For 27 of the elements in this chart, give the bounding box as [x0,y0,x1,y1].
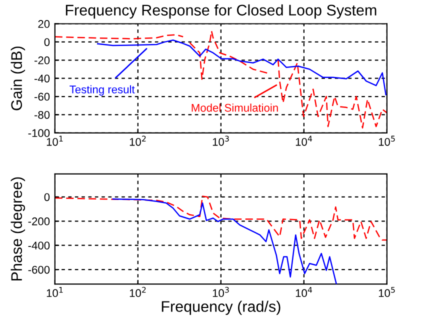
x-tick-label: 10$^{1}$ [46,136,63,146]
y-tick-label: 0 [44,193,50,202]
y-tick-label: -600 [28,266,50,274]
x-tick-label: 10$^{1}$ [46,287,63,298]
y-tick-label: -60 [34,92,50,101]
x-tick-label: 10$^{3}$ [212,286,229,298]
y-axis-title: Gain (dB) [10,46,26,110]
chart-title: Frequency Response for Closed Loop System [66,4,376,19]
y-axis-title: Phase (degree) [10,177,26,280]
x-tick-label: 10$^{3}$ [212,136,229,146]
y-tick-label: -80 [34,110,50,119]
x-tick-label: 10$^{5}$ [378,136,395,146]
x-axis-title: Frequency (rad/s) [162,300,280,315]
y-tick-label: -200 [28,217,50,226]
x-tick-label: 10$^{5}$ [378,287,395,298]
x-tick-label: 10$^{4}$ [296,136,312,146]
y-tick-label: -20 [34,56,50,64]
x-tick-label: 10$^{4}$ [296,287,312,298]
x-tick-label: 10$^{2}$ [130,286,146,298]
y-tick-label: 20 [38,20,50,28]
y-tick-label: -100 [28,129,50,138]
annotation: Model Simulatioin [192,104,278,112]
annotation: Testing result [70,85,135,96]
y-tick-label: -40 [34,74,50,82]
y-tick-label: -400 [28,242,50,250]
x-tick-label: 10$^{2}$ [130,136,146,146]
y-tick-label: 0 [44,38,50,46]
